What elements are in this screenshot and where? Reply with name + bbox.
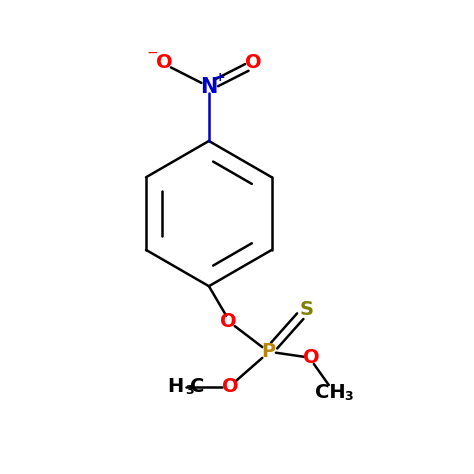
Text: 3: 3: [185, 384, 193, 397]
Text: O: O: [245, 53, 262, 72]
Text: O: O: [156, 53, 173, 72]
Text: −: −: [147, 46, 158, 59]
Text: N: N: [200, 77, 218, 97]
Text: H: H: [167, 377, 183, 396]
Text: S: S: [300, 300, 314, 319]
Text: +: +: [214, 71, 225, 84]
Text: O: O: [222, 377, 238, 396]
Text: 3: 3: [344, 390, 352, 403]
Text: C: C: [190, 377, 204, 396]
Text: P: P: [261, 342, 275, 361]
Text: O: O: [303, 348, 320, 367]
Text: O: O: [220, 312, 237, 331]
Text: CH: CH: [315, 383, 346, 402]
